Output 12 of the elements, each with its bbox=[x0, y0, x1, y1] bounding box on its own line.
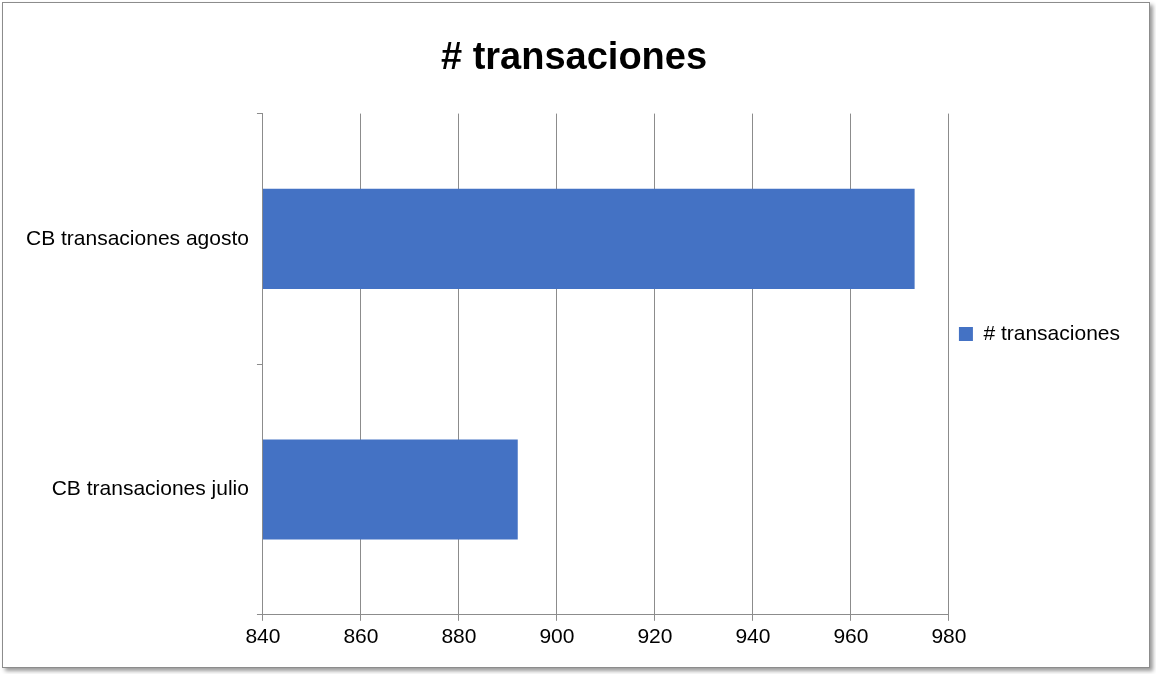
x-tick-label: 960 bbox=[833, 624, 869, 648]
x-tick-label: 900 bbox=[539, 624, 575, 648]
x-tick-label: 920 bbox=[637, 624, 673, 648]
legend-label: # transaciones bbox=[983, 320, 1121, 344]
y-tick-label: CB transaciones julio bbox=[51, 476, 249, 500]
x-tick-label: 860 bbox=[343, 624, 379, 648]
x-tick-label: 980 bbox=[931, 624, 967, 648]
y-tick-label: CB transaciones agosto bbox=[25, 225, 249, 249]
chart-title: # transaciones bbox=[440, 35, 708, 78]
x-tick-label: 840 bbox=[245, 624, 281, 648]
x-tick-label: 880 bbox=[441, 624, 477, 648]
x-tick-label: 940 bbox=[735, 624, 771, 648]
